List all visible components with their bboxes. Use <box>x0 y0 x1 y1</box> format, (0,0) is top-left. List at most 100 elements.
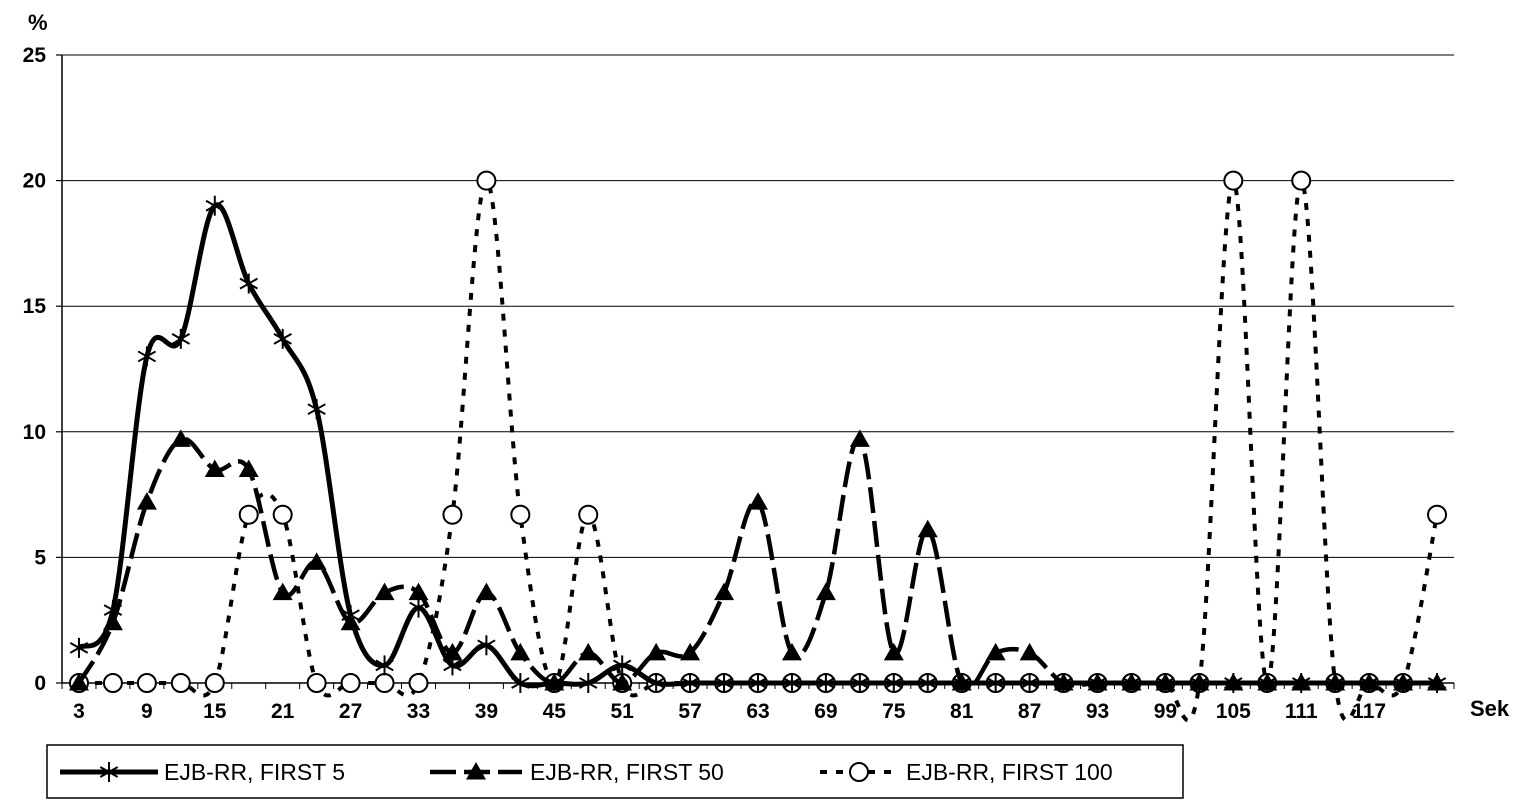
data-point <box>1190 673 1209 693</box>
y-tick-label: 15 <box>23 295 47 318</box>
data-point <box>1223 170 1244 191</box>
star-stroke <box>1088 677 1107 689</box>
data-point <box>171 328 191 349</box>
data-point <box>579 673 598 693</box>
data-point <box>137 346 157 367</box>
data-point <box>409 597 428 618</box>
data-point <box>103 600 123 621</box>
data-series <box>68 170 1448 723</box>
x-tick-label: 57 <box>678 700 701 723</box>
data-point <box>510 642 531 661</box>
data-point <box>816 673 836 693</box>
series-1 <box>69 195 1447 693</box>
star-stroke <box>137 350 157 363</box>
data-point <box>510 504 531 525</box>
data-point <box>883 642 904 661</box>
legend-marker <box>849 762 869 782</box>
data-point <box>102 673 123 693</box>
x-tick-label: 99 <box>1154 700 1177 723</box>
x-tick-label: 9 <box>141 700 153 723</box>
data-point <box>1427 673 1447 693</box>
star-stroke <box>986 677 1005 689</box>
star-stroke <box>1292 677 1311 689</box>
data-point <box>1122 673 1141 693</box>
y-tick-label: 10 <box>23 421 46 444</box>
data-point <box>68 673 89 691</box>
data-point <box>714 673 734 693</box>
data-point <box>578 504 599 525</box>
data-point <box>272 504 293 525</box>
data-point <box>136 673 157 693</box>
data-point <box>782 673 802 693</box>
data-point <box>612 655 632 676</box>
y-tick-label: 5 <box>34 546 46 569</box>
series-line <box>77 202 1437 689</box>
data-point <box>646 673 666 693</box>
data-point <box>1291 170 1312 191</box>
data-point <box>273 328 292 349</box>
data-point <box>374 673 395 693</box>
star-stroke <box>545 677 564 689</box>
data-point <box>1359 673 1379 693</box>
x-tick-label: 45 <box>543 700 567 723</box>
x-tick-label: 15 <box>203 700 227 723</box>
data-point <box>341 605 360 626</box>
star-stroke <box>341 609 360 622</box>
data-point <box>884 673 904 693</box>
data-point <box>952 673 971 693</box>
x-tick-label: 75 <box>882 700 906 723</box>
x-tick-label: 21 <box>271 700 295 723</box>
data-point <box>578 642 599 661</box>
data-point <box>850 673 870 693</box>
x-tick-label: 51 <box>611 700 635 723</box>
data-point <box>307 399 326 420</box>
data-point <box>646 642 667 661</box>
data-point <box>1427 504 1448 525</box>
x-tick-label: 27 <box>339 700 362 723</box>
star-stroke <box>680 677 700 689</box>
x-tick-label: 81 <box>950 700 974 723</box>
series-2 <box>68 429 1448 691</box>
data-point <box>612 673 633 691</box>
data-point <box>476 170 497 191</box>
star-stroke <box>850 677 870 689</box>
star-stroke <box>1020 677 1039 689</box>
star-stroke <box>579 677 598 689</box>
data-point <box>680 642 701 661</box>
data-point <box>917 519 938 538</box>
legend-label: EJB-RR, FIRST 5 <box>164 759 345 785</box>
data-point <box>443 655 462 676</box>
star-stroke <box>1325 677 1345 689</box>
star-stroke <box>782 677 802 689</box>
data-point <box>849 429 870 447</box>
star-stroke <box>511 677 530 689</box>
data-point <box>442 504 463 525</box>
y-tick-label: 25 <box>23 44 47 67</box>
star-stroke <box>273 332 292 345</box>
data-point <box>477 635 496 656</box>
star-stroke <box>1190 677 1209 689</box>
data-point <box>1054 673 1073 693</box>
star-stroke <box>477 639 496 652</box>
x-tick-label: 3 <box>73 700 85 723</box>
x-tick-label: 69 <box>814 700 837 723</box>
data-point <box>680 673 700 693</box>
data-point <box>306 673 327 693</box>
star-stroke <box>1427 677 1447 689</box>
data-point <box>204 459 225 477</box>
star-stroke <box>1258 677 1277 689</box>
data-point <box>170 673 191 693</box>
star-stroke <box>69 641 89 654</box>
data-point <box>1325 673 1345 693</box>
x-axis-title: Sek <box>1470 696 1510 721</box>
legend-marker <box>99 762 119 782</box>
star-stroke <box>918 677 937 689</box>
data-point <box>238 504 259 525</box>
data-point <box>204 673 225 693</box>
star-stroke <box>612 659 632 672</box>
data-point <box>375 655 394 676</box>
x-tick-label: 111 <box>1285 700 1318 723</box>
data-point <box>1224 673 1243 693</box>
